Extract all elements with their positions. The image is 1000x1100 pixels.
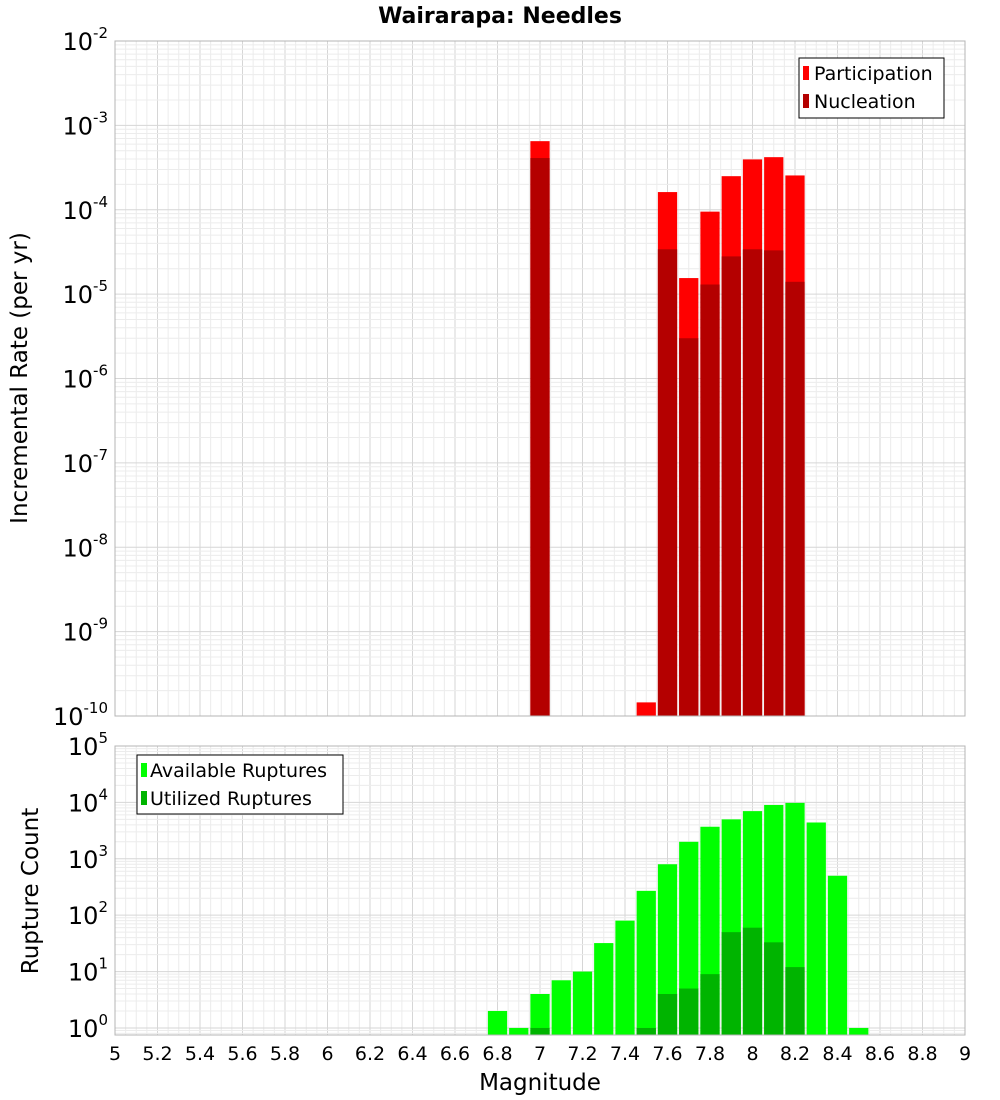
top-y-tick-label: 10-5 xyxy=(62,277,108,309)
available-ruptures-bar xyxy=(509,1027,529,1035)
x-axis-label: Magnitude xyxy=(479,1070,601,1096)
chart-title: Wairarapa: Needles xyxy=(378,4,622,29)
utilized-ruptures-bar xyxy=(700,974,720,1035)
x-tick-label: 8.2 xyxy=(780,1043,810,1065)
nucleation-bar xyxy=(721,256,741,716)
available-ruptures-bar xyxy=(827,875,848,1035)
available-ruptures-bar xyxy=(551,980,571,1035)
bottom-bars xyxy=(487,802,869,1035)
utilized-ruptures-bar xyxy=(657,994,678,1035)
x-tick-label: 6.4 xyxy=(397,1043,427,1065)
x-tick-label: 7 xyxy=(534,1043,546,1065)
available-ruptures-bar xyxy=(615,920,635,1035)
x-tick-label: 7.2 xyxy=(567,1043,597,1065)
bottom-legend: Available Ruptures Utilized Ruptures xyxy=(136,754,344,815)
x-tick-label: 6.8 xyxy=(482,1043,512,1065)
available-ruptures-bar xyxy=(487,1010,508,1035)
top-y-tick-label: 10-8 xyxy=(62,530,108,562)
nucleation-bar xyxy=(657,249,678,716)
available-ruptures-bar xyxy=(530,994,550,1035)
top-bars xyxy=(530,141,805,717)
nucleation-bar xyxy=(679,338,699,716)
utilized-ruptures-bar xyxy=(679,988,699,1035)
x-tick-label: 7.4 xyxy=(610,1043,640,1065)
participation-bar xyxy=(636,702,656,716)
participation-legend-swatch xyxy=(803,66,809,80)
x-tick-label: 5.8 xyxy=(270,1043,300,1065)
bottom-plot-frame xyxy=(114,745,966,1036)
bottom-y-tick-label: 104 xyxy=(68,785,108,817)
top-y-axis-label: Incremental Rate (per yr) xyxy=(7,232,33,524)
nucleation-bar xyxy=(785,281,805,716)
x-tick-label: 5.4 xyxy=(185,1043,215,1065)
nucleation-bar xyxy=(700,284,720,716)
x-tick-label: 8.4 xyxy=(822,1043,852,1065)
bottom-y-tick-label: 105 xyxy=(68,729,108,761)
x-tick-label: 5.2 xyxy=(142,1043,172,1065)
nucleation-legend-label: Nucleation xyxy=(814,91,916,113)
top-y-tick-label: 10-3 xyxy=(62,108,108,140)
available-ruptures-bar xyxy=(657,864,678,1035)
available-ruptures-bar xyxy=(849,1027,869,1035)
x-tick-label: 5.6 xyxy=(227,1043,257,1065)
bottom-y-tick-label: 101 xyxy=(68,955,108,987)
bottom-y-ticks: 105 104 103 102 101 100 xyxy=(68,729,108,1043)
top-y-tick-label: 10-10 xyxy=(53,699,108,731)
nucleation-bar xyxy=(530,158,550,716)
available-ruptures-bar xyxy=(572,971,593,1035)
x-tick-label: 9 xyxy=(959,1043,971,1065)
top-y-ticks: 10-2 10-3 10-4 10-5 10-6 10-7 10-8 10-9 10-10 xyxy=(53,24,108,731)
available-ruptures-bar xyxy=(806,822,826,1035)
top-legend: Participation Nucleation xyxy=(798,57,945,119)
available-ruptures-bar xyxy=(636,890,656,1035)
x-tick-label: 5 xyxy=(109,1043,121,1065)
bottom-y-tick-label: 103 xyxy=(68,842,108,874)
x-tick-label: 6.6 xyxy=(440,1043,470,1065)
bottom-y-tick-label: 100 xyxy=(68,1011,108,1043)
top-y-tick-label: 10-2 xyxy=(62,24,108,56)
bottom-panel: 105 104 103 102 101 100 5 5.2 5.4 5.6 5.8 6 6.2 6.4 6… xyxy=(18,729,971,1096)
top-panel: 10-2 10-3 10-4 10-5 10-6 10-7 10-8 10-9 10-10 In… xyxy=(7,24,966,731)
x-tick-label: 6 xyxy=(321,1043,333,1065)
bottom-legend-box xyxy=(136,754,344,815)
x-tick-label: 7.8 xyxy=(695,1043,725,1065)
x-tick-label: 8.6 xyxy=(865,1043,895,1065)
top-y-tick-label: 10-9 xyxy=(62,615,108,647)
participation-legend-label: Participation xyxy=(814,63,933,85)
x-tick-label: 8 xyxy=(746,1043,758,1065)
x-tick-label: 7.6 xyxy=(652,1043,682,1065)
utilized-ruptures-bar xyxy=(721,932,741,1035)
nucleation-bar xyxy=(742,249,763,716)
utilized-ruptures-bar xyxy=(530,1027,550,1035)
available-ruptures-bar xyxy=(594,943,614,1035)
available-legend-swatch xyxy=(141,763,147,777)
nucleation-legend-swatch xyxy=(803,94,809,108)
available-ruptures-bar xyxy=(679,841,699,1035)
bottom-x-ticks: 5 5.2 5.4 5.6 5.8 6 6.2 6.4 6.6 6.8 7 7.2 7.4 7.6 7.8 8… xyxy=(109,1043,971,1065)
bottom-y-tick-label: 102 xyxy=(68,898,108,930)
bottom-y-axis-label: Rupture Count xyxy=(18,808,44,974)
top-y-tick-label: 10-7 xyxy=(62,446,108,478)
top-y-tick-label: 10-4 xyxy=(62,193,108,225)
top-y-tick-label: 10-6 xyxy=(62,362,108,394)
x-tick-label: 6.2 xyxy=(355,1043,385,1065)
utilized-legend-label: Utilized Ruptures xyxy=(150,788,312,810)
x-tick-label: 8.8 xyxy=(907,1043,937,1065)
top-legend-box xyxy=(798,57,945,119)
utilized-ruptures-bar xyxy=(742,927,763,1035)
utilized-ruptures-bar xyxy=(636,1027,656,1035)
top-plot-frame xyxy=(114,40,966,717)
utilized-legend-swatch xyxy=(141,791,147,805)
available-legend-label: Available Ruptures xyxy=(150,760,327,782)
nucleation-bar xyxy=(764,250,784,717)
utilized-ruptures-bar xyxy=(764,942,784,1035)
utilized-ruptures-bar xyxy=(785,967,805,1035)
